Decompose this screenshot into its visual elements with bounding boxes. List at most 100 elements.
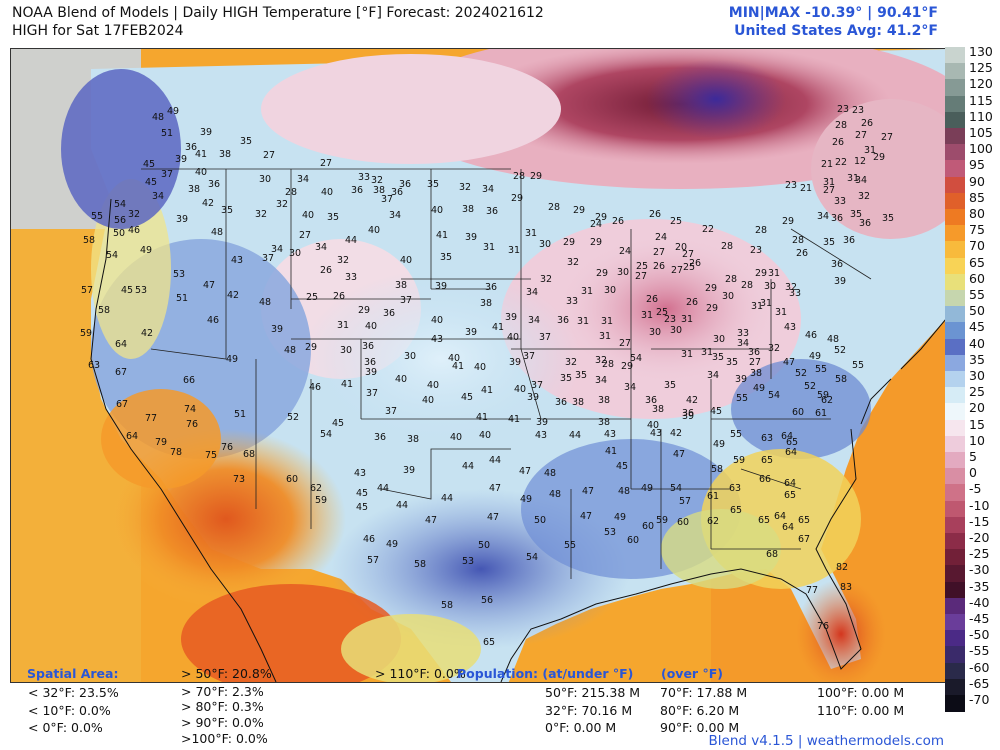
temperature-value: 36 [485, 282, 497, 293]
temperature-value: 41 [195, 149, 207, 160]
legend-swatch [945, 225, 965, 242]
temperature-value: 31 [483, 242, 495, 253]
temperature-value: 32 [595, 355, 607, 366]
temperature-value: 45 [121, 285, 133, 296]
temperature-value: 39 [465, 327, 477, 338]
temperature-value: 36 [351, 185, 363, 196]
temperature-value: 32 [768, 343, 780, 354]
temperature-value: 31 [681, 314, 693, 325]
temperature-value: 29 [705, 283, 717, 294]
temperature-value: 60 [792, 407, 804, 418]
temperature-value: 31 [681, 349, 693, 360]
temperature-value: 49 [614, 512, 626, 523]
temperature-value: 35 [440, 252, 452, 263]
temperature-value: 21 [821, 159, 833, 170]
temperature-value: 48 [284, 345, 296, 356]
temperature-value: 29 [595, 212, 607, 223]
temperature-value: 47 [487, 512, 499, 523]
legend-swatch [945, 322, 965, 340]
legend-swatch [945, 160, 965, 178]
spatial-over-50: > 50°F: 20.8% [181, 666, 272, 681]
temperature-value: 49 [520, 494, 532, 505]
temperature-value: 35 [726, 357, 738, 368]
temperature-value: 25 [683, 262, 695, 273]
footer-credit: Blend v4.1.5 | weathermodels.com [708, 733, 945, 749]
temperature-value: 42 [141, 328, 153, 339]
temperature-value: 36 [185, 142, 197, 153]
mid-atlantic-zone [731, 359, 871, 459]
temperature-value: 25 [306, 292, 318, 303]
temperature-value: 28 [755, 225, 767, 236]
temperature-value: 34 [855, 175, 867, 186]
legend-swatch [945, 484, 965, 502]
legend-label: -50 [969, 627, 990, 643]
temperature-value: 48 [211, 227, 223, 238]
temperature-value: 43 [784, 322, 796, 333]
temperature-value: 33 [834, 196, 846, 207]
pop-over-100: 100°F: 0.00 M [817, 685, 905, 700]
temperature-value: 65 [758, 515, 770, 526]
temperature-value: 29 [358, 305, 370, 316]
temperature-value: 60 [286, 474, 298, 485]
legend-label: -60 [969, 659, 990, 675]
legend-swatch [945, 549, 965, 566]
temperature-value: 45 [332, 418, 344, 429]
temperature-value: 39 [509, 357, 521, 368]
temperature-value: 39 [536, 417, 548, 428]
temperature-value: 23 [664, 314, 676, 325]
temperature-value: 30 [764, 281, 776, 292]
temperature-value: 26 [653, 261, 665, 272]
temperature-value: 39 [527, 392, 539, 403]
spatial-area-title: Spatial Area: [27, 666, 119, 681]
temperature-value: 28 [725, 274, 737, 285]
temperature-value: 64 [785, 447, 797, 458]
temperature-value: 45 [145, 177, 157, 188]
temperature-value: 41 [452, 361, 464, 372]
temperature-value: 55 [852, 360, 864, 371]
temperature-value: 38 [480, 298, 492, 309]
legend-swatch [945, 128, 965, 145]
temperature-value: 34 [152, 191, 164, 202]
legend-swatch [945, 290, 965, 307]
temperature-value: 52 [804, 381, 816, 392]
temperature-value: 41 [341, 379, 353, 390]
temperature-value: 31 [823, 177, 835, 188]
temperature-value: 46 [309, 382, 321, 393]
temperature-value: 36 [391, 187, 403, 198]
temperature-value: 36 [555, 397, 567, 408]
temperature-value: 37 [531, 380, 543, 391]
chart-title: NOAA Blend of Models | Daily HIGH Temper… [12, 5, 544, 21]
temperature-value: 31 [768, 268, 780, 279]
temperature-value: 58 [83, 235, 95, 246]
temperature-value: 35 [240, 136, 252, 147]
temperature-value: 47 [582, 486, 594, 497]
temperature-value: 64 [126, 431, 138, 442]
temperature-value: 38 [572, 397, 584, 408]
spatial-under-0: < 0°F: 0.0% [28, 720, 103, 735]
legend-label: -30 [969, 562, 990, 578]
temperature-value: 32 [337, 255, 349, 266]
legend-label: -70 [969, 692, 990, 707]
temperature-value: 46 [363, 534, 375, 545]
temperature-value: 20 [675, 242, 687, 253]
temperature-value: 35 [823, 237, 835, 248]
temperature-value: 33 [566, 296, 578, 307]
temperature-value: 63 [761, 433, 773, 444]
great-lakes-zone [556, 234, 776, 384]
north-plains-zone [261, 54, 561, 164]
temperature-value: 51 [161, 128, 173, 139]
temperature-value: 32 [858, 191, 870, 202]
temperature-value: 39 [735, 374, 747, 385]
temperature-value: 56 [114, 215, 126, 226]
temperature-value: 31 [581, 286, 593, 297]
spatial-over-110: > 110°F: 0.0% [375, 666, 466, 681]
temperature-value: 52 [287, 412, 299, 423]
temperature-value: 36 [557, 315, 569, 326]
temperature-value: 37 [400, 295, 412, 306]
temperature-value: 43 [231, 255, 243, 266]
temperature-value: 40 [321, 187, 333, 198]
temperature-value: 42 [202, 198, 214, 209]
temperature-value: 47 [673, 449, 685, 460]
temperature-value: 64 [115, 339, 127, 350]
temperature-value: 53 [173, 269, 185, 280]
